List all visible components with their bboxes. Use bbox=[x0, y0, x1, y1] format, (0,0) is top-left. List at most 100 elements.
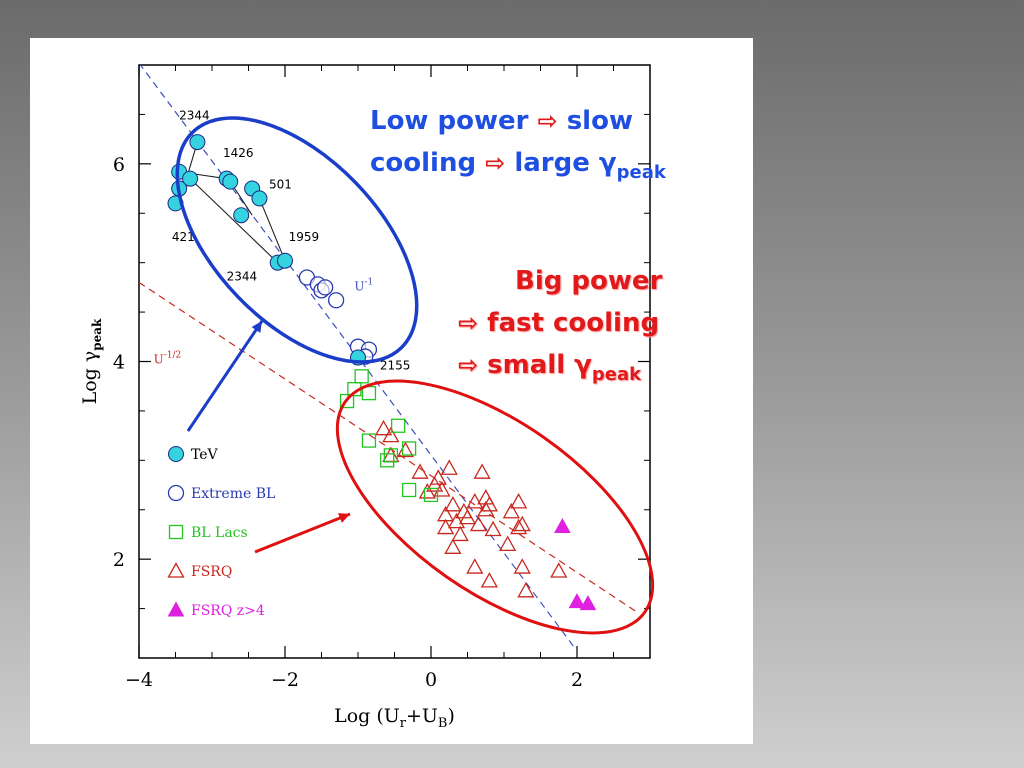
data-point-fsrq bbox=[418, 483, 436, 499]
low-power-text: Low power bbox=[370, 106, 529, 136]
data-point-bl-lacs bbox=[361, 385, 377, 401]
cooling-text: cooling bbox=[370, 148, 477, 178]
tev-track-421 bbox=[189, 178, 279, 264]
data-point-fsrq bbox=[509, 518, 528, 535]
implies-arrow-icon: ⇨ bbox=[458, 309, 479, 337]
data-point-fsrq bbox=[466, 493, 484, 509]
data-point-fsrq bbox=[466, 558, 484, 574]
u-minus-half-line bbox=[139, 281, 640, 615]
data-point-fsrq-z-4 bbox=[579, 595, 597, 611]
source-label-2344: 2344 bbox=[179, 108, 210, 122]
data-point-tev bbox=[251, 190, 268, 207]
data-point-fsrq bbox=[382, 446, 400, 463]
legend-marker-extreme-bl bbox=[167, 484, 185, 502]
data-point-fsrq bbox=[469, 515, 488, 532]
source-label-1426: 1426 bbox=[223, 146, 254, 160]
tev-track-1959 bbox=[258, 198, 286, 261]
fsrq-group-ellipse bbox=[335, 379, 655, 635]
data-point-fsrq bbox=[484, 520, 502, 537]
data-point-fsrq-z-4 bbox=[554, 518, 571, 534]
data-point-bl-lacs bbox=[401, 441, 417, 456]
data-point-fsrq bbox=[458, 508, 477, 525]
peak-subscript: peak bbox=[616, 162, 666, 183]
red-pointer-arrow bbox=[254, 512, 351, 554]
data-point-fsrq bbox=[440, 459, 458, 475]
y-tick-label: 2 bbox=[113, 549, 125, 571]
peak-subscript: peak bbox=[591, 364, 642, 385]
source-label-2155: 2155 bbox=[380, 358, 411, 372]
legend-label-extreme-bl: Extreme BL bbox=[191, 486, 275, 502]
blue-pointer-arrow-head bbox=[251, 321, 262, 333]
data-point-fsrq bbox=[426, 476, 444, 492]
data-point-tev bbox=[233, 207, 250, 224]
data-point-fsrq bbox=[382, 426, 400, 443]
x-tick-label: 2 bbox=[571, 669, 583, 691]
data-point-bl-lacs bbox=[390, 418, 406, 433]
data-point-fsrq bbox=[509, 493, 528, 509]
data-point-fsrq bbox=[444, 538, 462, 554]
big-power-annotation: Big power bbox=[515, 266, 662, 296]
data-point-tev bbox=[222, 173, 239, 190]
legend-marker-fsrq-z-4 bbox=[167, 601, 185, 617]
scatter-plot: −4 −2 0 2 2 4 6 Log (Ur+UB) Log γpeak U-1 U-1/2 234… bbox=[79, 64, 655, 731]
data-point-extreme-bl bbox=[316, 279, 334, 296]
y-axis-label: Log γpeak bbox=[79, 318, 104, 404]
implies-arrow-icon: ⇨ bbox=[485, 149, 506, 177]
data-point-bl-lacs bbox=[339, 393, 355, 409]
data-point-fsrq bbox=[502, 502, 520, 519]
legend-marker-fsrq bbox=[167, 562, 185, 578]
data-point-fsrq bbox=[411, 463, 429, 479]
tev-group-ellipse bbox=[175, 116, 419, 364]
fast-cooling-text: fast cooling bbox=[487, 308, 660, 338]
cooling-annotation: cooling ⇨ large γpeak bbox=[370, 148, 666, 188]
data-point-bl-lacs bbox=[423, 487, 439, 503]
data-point-fsrq bbox=[513, 515, 531, 532]
y-tick-label: 4 bbox=[113, 352, 125, 374]
y-tick-label: 6 bbox=[113, 154, 125, 176]
legend-label-fsrq-z-4: FSRQ z>4 bbox=[191, 603, 265, 619]
x-axis-label: Log (Ur+UB) bbox=[334, 705, 455, 731]
source-label-501: 501 bbox=[269, 178, 292, 192]
legend-marker-tev bbox=[168, 446, 184, 462]
legend-marker-bl-lacs bbox=[168, 524, 184, 540]
x-tick-label: 0 bbox=[425, 669, 437, 691]
source-label-1959: 1959 bbox=[289, 230, 320, 244]
blue-pointer-arrow bbox=[186, 320, 264, 432]
data-point-fsrq bbox=[374, 419, 393, 436]
slow-text: slow bbox=[566, 106, 633, 136]
data-point-fsrq bbox=[550, 562, 568, 578]
implies-arrow-icon: ⇨ bbox=[458, 351, 479, 379]
data-point-bl-lacs bbox=[383, 448, 399, 463]
small-gamma-text: small γ bbox=[487, 350, 592, 380]
data-point-bl-lacs bbox=[401, 482, 417, 498]
slide-panel: −4 −2 0 2 2 4 6 Log (Ur+UB) Log γpeak U-1 U-1/2 234… bbox=[30, 38, 753, 744]
data-point-bl-lacs bbox=[380, 453, 395, 468]
data-point-fsrq bbox=[477, 500, 495, 517]
data-point-fsrq bbox=[444, 495, 462, 512]
data-point-fsrq bbox=[433, 481, 451, 497]
data-point-fsrq bbox=[473, 463, 491, 479]
data-point-fsrq bbox=[513, 558, 531, 574]
u-minus-half-label: U-1/2 bbox=[154, 350, 182, 366]
big-power-text: Big power bbox=[515, 266, 663, 296]
data-point-fsrq bbox=[480, 495, 499, 512]
data-point-tev bbox=[182, 170, 199, 187]
data-point-bl-lacs bbox=[361, 433, 377, 448]
u-minus-1-label: U-1 bbox=[354, 277, 373, 293]
source-label-421: 421 bbox=[172, 230, 195, 244]
data-point-bl-lacs bbox=[354, 369, 369, 384]
data-point-tev bbox=[189, 134, 206, 151]
data-point-fsrq bbox=[499, 535, 517, 551]
legend-label-tev: TeV bbox=[191, 447, 219, 463]
x-tick-label: −4 bbox=[125, 669, 153, 691]
data-point-fsrq bbox=[447, 512, 466, 529]
data-point-fsrq bbox=[517, 581, 535, 598]
source-label-2344: 2344 bbox=[227, 269, 258, 283]
data-point-fsrq bbox=[436, 518, 455, 535]
data-point-tev bbox=[277, 252, 293, 269]
legend-label-bl-lacs: BL Lacs bbox=[191, 525, 248, 541]
legend-label-fsrq: FSRQ bbox=[191, 564, 232, 580]
large-gamma-text: large γ bbox=[514, 148, 617, 178]
red-pointer-arrow-head bbox=[338, 513, 350, 523]
x-tick-label: −2 bbox=[271, 669, 299, 691]
